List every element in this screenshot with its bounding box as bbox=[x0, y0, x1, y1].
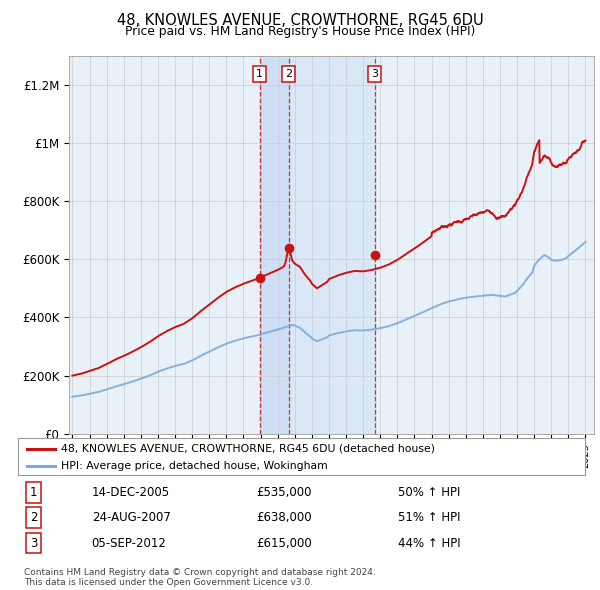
Text: 24-AUG-2007: 24-AUG-2007 bbox=[92, 511, 170, 525]
Text: Contains HM Land Registry data © Crown copyright and database right 2024.: Contains HM Land Registry data © Crown c… bbox=[24, 568, 376, 576]
Text: £615,000: £615,000 bbox=[256, 537, 312, 550]
Bar bbox=[289, 56, 375, 434]
Text: 1: 1 bbox=[256, 69, 263, 79]
Text: 48, KNOWLES AVENUE, CROWTHORNE, RG45 6DU (detached house): 48, KNOWLES AVENUE, CROWTHORNE, RG45 6DU… bbox=[61, 444, 434, 454]
Text: Price paid vs. HM Land Registry's House Price Index (HPI): Price paid vs. HM Land Registry's House … bbox=[125, 25, 475, 38]
Text: 2: 2 bbox=[285, 69, 292, 79]
Text: 3: 3 bbox=[30, 537, 38, 550]
Text: HPI: Average price, detached house, Wokingham: HPI: Average price, detached house, Woki… bbox=[61, 461, 327, 471]
Text: 51% ↑ HPI: 51% ↑ HPI bbox=[398, 511, 460, 525]
Text: 1: 1 bbox=[30, 486, 38, 499]
Text: 14-DEC-2005: 14-DEC-2005 bbox=[92, 486, 170, 499]
Text: £535,000: £535,000 bbox=[256, 486, 311, 499]
Text: £638,000: £638,000 bbox=[256, 511, 312, 525]
Text: 48, KNOWLES AVENUE, CROWTHORNE, RG45 6DU: 48, KNOWLES AVENUE, CROWTHORNE, RG45 6DU bbox=[116, 13, 484, 28]
Bar bbox=[260, 56, 289, 434]
Text: 05-SEP-2012: 05-SEP-2012 bbox=[92, 537, 167, 550]
Text: 3: 3 bbox=[371, 69, 378, 79]
Text: 50% ↑ HPI: 50% ↑ HPI bbox=[398, 486, 460, 499]
Text: This data is licensed under the Open Government Licence v3.0.: This data is licensed under the Open Gov… bbox=[24, 578, 313, 587]
Text: 2: 2 bbox=[30, 511, 38, 525]
Text: 44% ↑ HPI: 44% ↑ HPI bbox=[398, 537, 461, 550]
